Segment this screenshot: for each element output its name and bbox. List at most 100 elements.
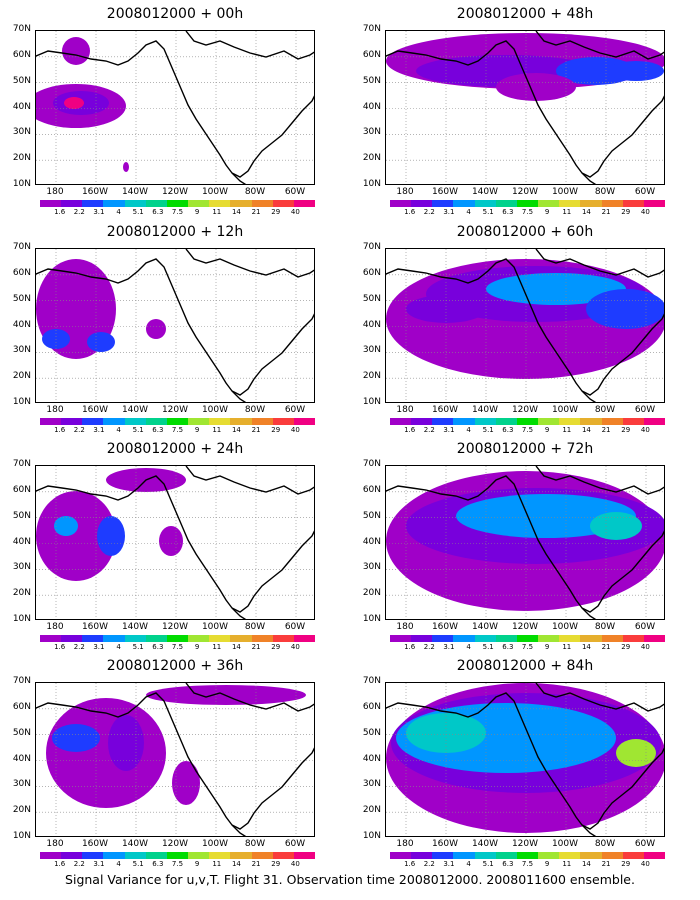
variance-region bbox=[97, 516, 125, 556]
colorbar-swatch bbox=[432, 418, 454, 425]
lon-label: 140W bbox=[471, 187, 499, 197]
colorbar-swatch bbox=[209, 852, 231, 859]
colorbar-label: 11 bbox=[562, 643, 572, 651]
lat-label: 30N bbox=[12, 779, 31, 790]
coastline bbox=[535, 683, 664, 712]
lat-label: 50N bbox=[12, 727, 31, 738]
lat-label: 60N bbox=[12, 49, 31, 60]
colorbar-swatch bbox=[432, 635, 454, 642]
variance-region bbox=[486, 273, 626, 305]
colorbar-label: 21 bbox=[251, 208, 261, 216]
colorbar-label: 2.2 bbox=[423, 208, 435, 216]
lon-label: 160W bbox=[431, 405, 459, 415]
colorbar-label: 5.1 bbox=[482, 208, 494, 216]
colorbar-label: 21 bbox=[251, 860, 261, 868]
colorbar-swatch bbox=[251, 852, 273, 859]
colorbar-swatch bbox=[580, 635, 602, 642]
map-panel bbox=[385, 248, 665, 403]
colorbar-label: 7.5 bbox=[521, 643, 534, 651]
colorbar-swatch bbox=[272, 418, 294, 425]
lon-label: 140W bbox=[471, 405, 499, 415]
colorbar-label: 21 bbox=[601, 643, 611, 651]
colorbar-label: 11 bbox=[562, 208, 572, 216]
colorbar-swatch bbox=[390, 852, 412, 859]
coastline bbox=[185, 466, 314, 495]
colorbar-swatch bbox=[103, 200, 125, 207]
panel-title: 2008012000 + 72h bbox=[456, 441, 594, 457]
colorbar-label: 2.2 bbox=[423, 860, 435, 868]
colorbar-label: 29 bbox=[621, 426, 631, 434]
colorbar-swatch bbox=[293, 635, 316, 642]
lat-label: 60N bbox=[362, 701, 381, 712]
lon-label: 180 bbox=[396, 187, 414, 197]
lat-label: 20N bbox=[362, 588, 381, 599]
coastline bbox=[185, 249, 314, 278]
colorbar-swatch bbox=[166, 200, 189, 207]
colorbar-label: 29 bbox=[271, 208, 281, 216]
lon-label: 160W bbox=[431, 622, 459, 632]
colorbar-swatch bbox=[601, 200, 623, 207]
colorbar-label: 29 bbox=[271, 643, 281, 651]
colorbar-label: 21 bbox=[601, 208, 611, 216]
colorbar-label: 6.3 bbox=[502, 860, 514, 868]
colorbar-swatch bbox=[293, 418, 316, 425]
colorbar-label: 2.2 bbox=[423, 643, 435, 651]
colorbar-swatch bbox=[145, 635, 167, 642]
colorbar bbox=[390, 635, 666, 642]
colorbar-swatch bbox=[559, 200, 581, 207]
lon-label: 80W bbox=[594, 622, 616, 632]
lat-label: 10N bbox=[362, 614, 381, 624]
colorbar bbox=[40, 852, 316, 859]
lon-label: 60W bbox=[634, 839, 656, 849]
lon-label: 180 bbox=[46, 405, 64, 415]
lon-label: 140W bbox=[121, 187, 149, 197]
colorbar-label: 5.1 bbox=[482, 426, 494, 434]
colorbar-label: 2.2 bbox=[73, 860, 85, 868]
variance-region bbox=[590, 512, 642, 540]
coastline bbox=[386, 475, 664, 613]
variance-region bbox=[556, 57, 636, 85]
lon-label: 100W bbox=[551, 187, 579, 197]
colorbar-swatch bbox=[495, 852, 517, 859]
map-panel bbox=[385, 30, 665, 185]
colorbar-label: 29 bbox=[621, 208, 631, 216]
colorbar-label: 7.5 bbox=[171, 643, 184, 651]
colorbar-label: 9 bbox=[544, 643, 550, 651]
colorbar-swatch bbox=[103, 635, 125, 642]
colorbar-label: 40 bbox=[640, 860, 650, 868]
colorbar-swatch bbox=[103, 852, 125, 859]
colorbar-label: 11 bbox=[562, 426, 572, 434]
colorbar-swatch bbox=[166, 852, 189, 859]
colorbar-swatch bbox=[559, 418, 581, 425]
lon-label: 120W bbox=[511, 839, 539, 849]
colorbar-swatch bbox=[209, 200, 231, 207]
colorbar-swatch bbox=[61, 852, 83, 859]
colorbar-label: 6.3 bbox=[502, 426, 514, 434]
lat-label: 60N bbox=[362, 484, 381, 495]
lat-label: 70N bbox=[362, 242, 381, 252]
colorbar-label: 1.6 bbox=[404, 208, 416, 216]
colorbar-swatch bbox=[188, 418, 210, 425]
lat-label: 20N bbox=[362, 153, 381, 164]
colorbar-label: 40 bbox=[640, 643, 650, 651]
lat-label: 30N bbox=[362, 127, 381, 138]
panel-title: 2008012000 + 84h bbox=[456, 658, 594, 674]
colorbar-label: 3.1 bbox=[93, 860, 105, 868]
lat-label: 20N bbox=[12, 153, 31, 164]
colorbar-swatch bbox=[82, 635, 104, 642]
lon-label: 80W bbox=[594, 187, 616, 197]
variance-region bbox=[586, 289, 664, 329]
colorbar-label: 40 bbox=[640, 208, 650, 216]
map-panel bbox=[385, 682, 665, 837]
colorbar-label: 1.6 bbox=[54, 208, 66, 216]
lon-label: 140W bbox=[121, 839, 149, 849]
colorbar-label: 3.1 bbox=[443, 208, 455, 216]
colorbar-swatch bbox=[293, 852, 316, 859]
colorbar-label: 29 bbox=[271, 860, 281, 868]
colorbar-swatch bbox=[474, 852, 496, 859]
lon-label: 120W bbox=[511, 405, 539, 415]
colorbar-swatch bbox=[580, 200, 602, 207]
colorbar-label: 29 bbox=[271, 426, 281, 434]
colorbar-swatch bbox=[124, 635, 146, 642]
map-plot bbox=[36, 249, 314, 402]
